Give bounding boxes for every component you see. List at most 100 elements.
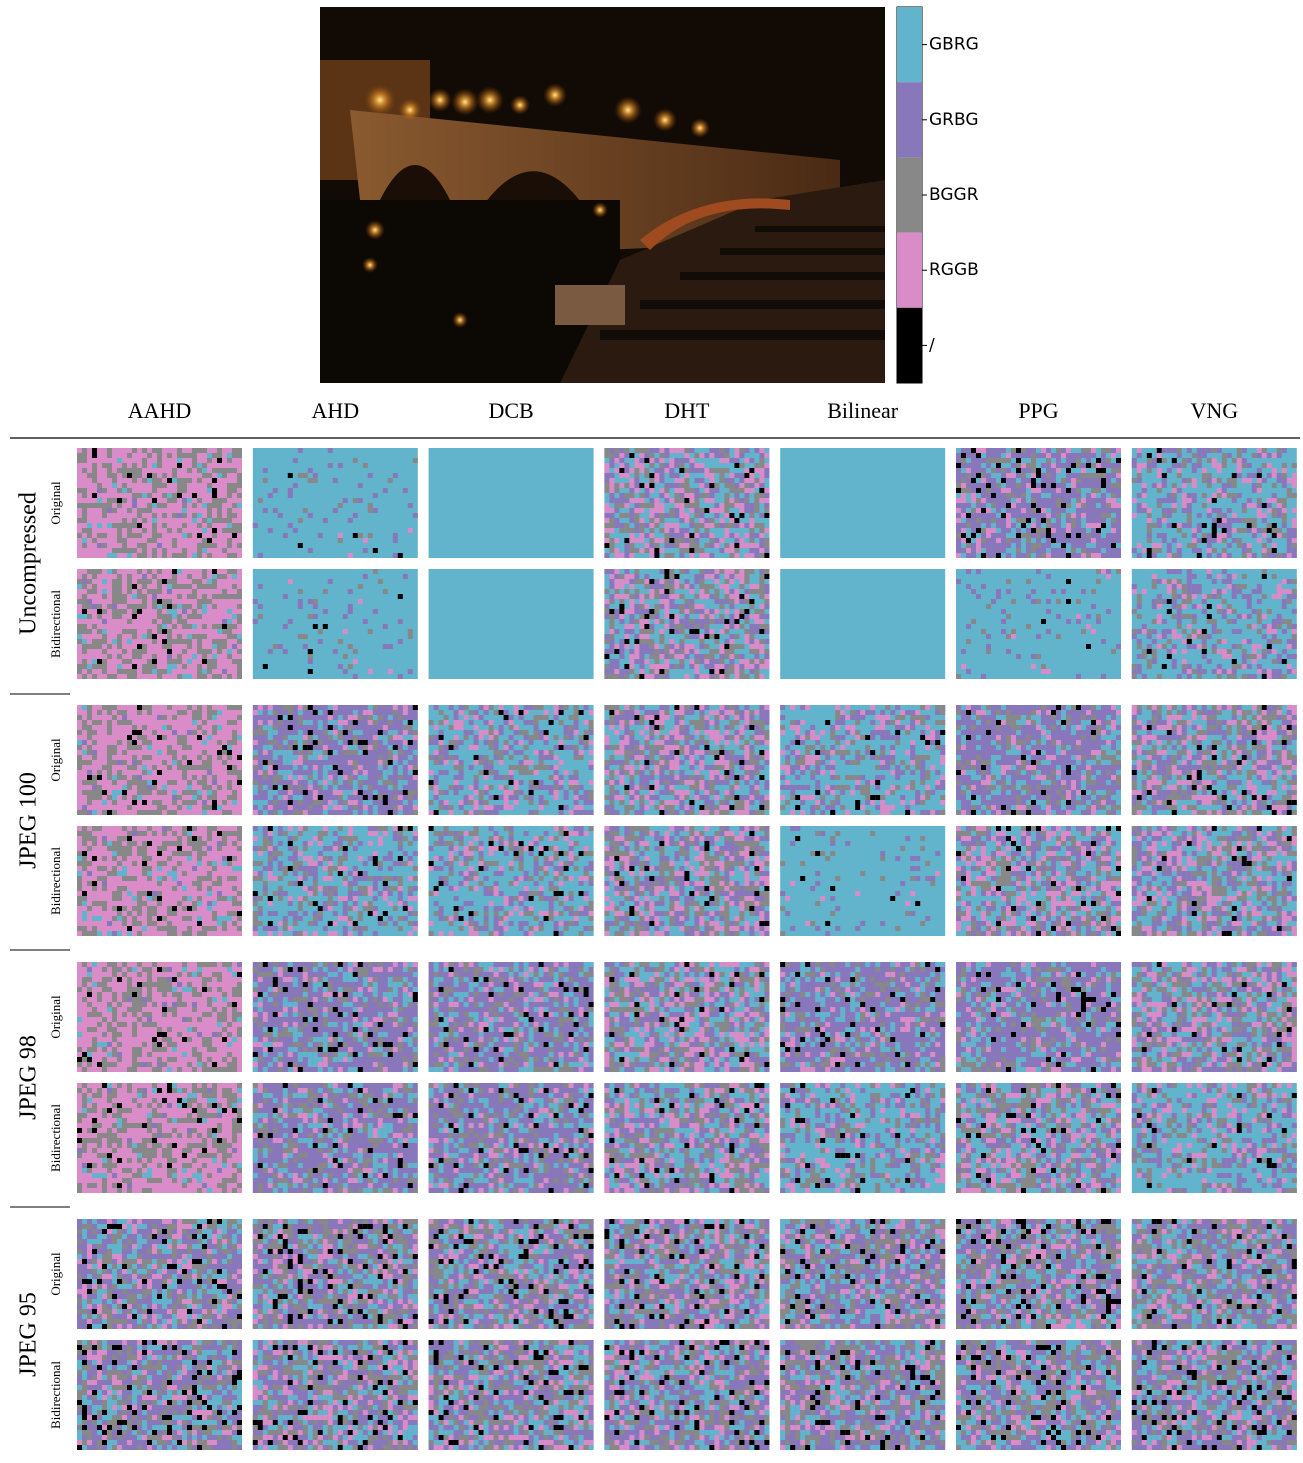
tile-cell [986, 533, 991, 538]
tile-cell [1277, 473, 1282, 478]
tile-cell [764, 528, 769, 533]
tile-cell [709, 498, 714, 503]
tile-cell [1036, 463, 1041, 468]
tile-cell [1177, 468, 1182, 473]
tile-cell [1031, 478, 1036, 483]
tile-cell [137, 543, 142, 548]
tile-cell [659, 513, 664, 518]
tile-cell [1187, 523, 1192, 528]
tile-cell [629, 553, 634, 558]
tile-cell [604, 453, 609, 458]
tile-cell [92, 468, 97, 473]
tile-cell [1111, 493, 1116, 498]
tile-cell [137, 468, 142, 473]
tile-cell [684, 533, 689, 538]
tile-cell [122, 543, 127, 548]
tile-cell [227, 528, 232, 533]
tile-cell [1237, 463, 1242, 468]
tile-cell [976, 508, 981, 513]
tile-cell [1242, 463, 1247, 468]
tile-cell [268, 493, 273, 498]
tile-cell [669, 473, 674, 478]
tile-cell [212, 644, 217, 649]
tile-cell [82, 579, 87, 584]
tile-cell [1006, 488, 1011, 493]
tile-cell [1217, 448, 1222, 453]
tile-cell [157, 599, 162, 604]
tile-cell [1292, 463, 1297, 468]
tile-cell [1192, 548, 1197, 553]
tile-cell [82, 528, 87, 533]
tile-cell [739, 513, 744, 518]
tile-cell [1091, 493, 1096, 498]
tile-cell [1182, 493, 1187, 498]
tile-cell [654, 548, 659, 553]
tile-cell [117, 639, 122, 644]
tile-cell [1006, 473, 1011, 478]
tile-cell [1081, 513, 1086, 518]
tile-cell [147, 634, 152, 639]
tile-cell [609, 458, 614, 463]
tile-cell [659, 463, 664, 468]
tile-cell [956, 533, 961, 538]
tile-cell [92, 453, 97, 458]
tile-cell [966, 528, 971, 533]
tile-cell [127, 473, 132, 478]
tile-cell [1152, 553, 1157, 558]
tile-cell [373, 493, 378, 498]
tile-cell [1232, 538, 1237, 543]
tile-cell [237, 523, 242, 528]
tile-cell [664, 468, 669, 473]
tile-cell [961, 488, 966, 493]
tile-cell [1177, 473, 1182, 478]
tile-cell [177, 614, 182, 619]
tile-cell [639, 448, 644, 453]
tile-cell [1041, 523, 1046, 528]
tile-cell [644, 448, 649, 453]
tile-cell [1287, 528, 1292, 533]
tile-cell [1187, 518, 1192, 523]
tile-cell [102, 634, 107, 639]
tile-cell [1021, 523, 1026, 528]
tile-cell [996, 478, 1001, 483]
tile-cell [283, 533, 288, 538]
tile-cell [669, 458, 674, 463]
tile-cell [212, 543, 217, 548]
tile-cell [167, 478, 172, 483]
tile-cell [1202, 533, 1207, 538]
tile-cell [1207, 483, 1212, 488]
tile-cell [1182, 508, 1187, 513]
colorbar-label: GRBG [929, 110, 979, 130]
tile-cell [82, 649, 87, 654]
tile-cell [187, 634, 192, 639]
tile-cell [182, 584, 187, 589]
tile-cell [1071, 448, 1076, 453]
tile-cell [1071, 483, 1076, 488]
tile-cell [1162, 538, 1167, 543]
tile-cell [1026, 523, 1031, 528]
tile-cell [142, 448, 147, 453]
tile-cell [604, 523, 609, 528]
tile-cell [1152, 548, 1157, 553]
tile-cell [172, 468, 177, 473]
tile-cell [1137, 463, 1142, 468]
tile-cell [1051, 483, 1056, 488]
tile-cell [182, 533, 187, 538]
tile-cell [217, 574, 222, 579]
tile-cell [609, 463, 614, 468]
tile-cell [719, 523, 724, 528]
tile-cell [1267, 528, 1272, 533]
tile-cell [1257, 503, 1262, 508]
tile-cell [1237, 473, 1242, 478]
tile-cell [1157, 548, 1162, 553]
tile-cell [182, 453, 187, 458]
tile-cell [127, 488, 132, 493]
tile-cell [1101, 533, 1106, 538]
tile-cell [1046, 453, 1051, 458]
tile-cell [207, 579, 212, 584]
tile-cell [654, 498, 659, 503]
tile-cell [619, 523, 624, 528]
tile-cell [197, 478, 202, 483]
tile-cell [1212, 493, 1217, 498]
tile-cell [644, 533, 649, 538]
